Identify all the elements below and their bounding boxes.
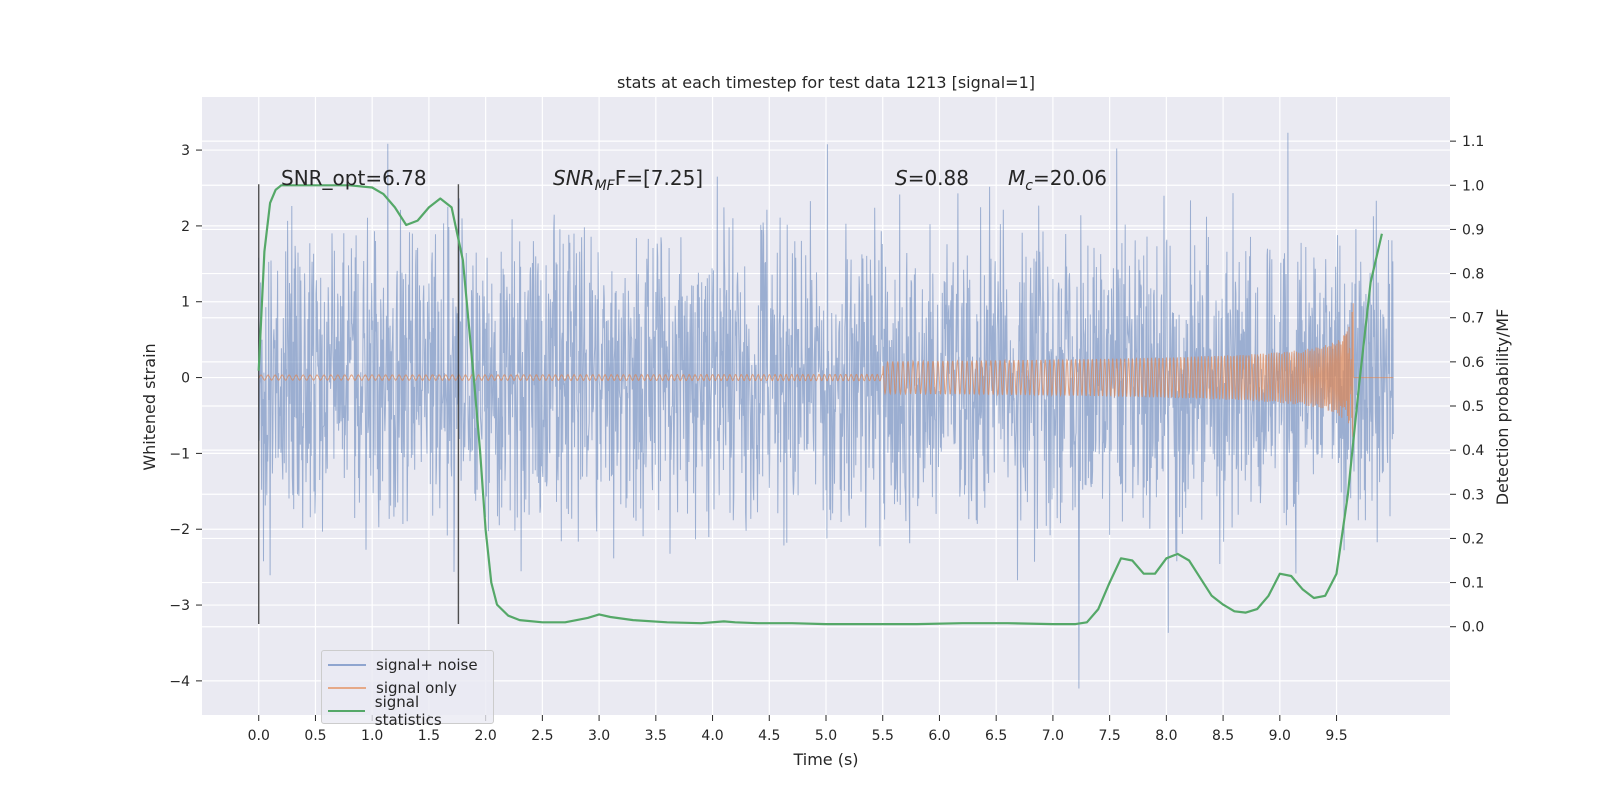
x-tick-label: 0.0 [248, 728, 270, 744]
x-tick-label: 8.0 [1155, 728, 1177, 744]
x-tick-label: 3.0 [588, 728, 610, 744]
x-tick-label: 7.5 [1099, 728, 1121, 744]
annotation-mc-stat: Mc=20.06 [1008, 166, 1107, 194]
y-right-tick-label: 0.9 [1462, 222, 1484, 238]
y-left-tick-label: −3 [169, 598, 190, 614]
y-left-tick-label: 0 [181, 371, 190, 387]
y-right-axis-title: Detection probability/MF [1493, 309, 1512, 506]
annotation-snr-opt: SNR_opt=6.78 [281, 166, 427, 190]
legend-swatch-signal-only [328, 686, 366, 689]
legend-item-signal-statistics: signal statistics [328, 693, 487, 729]
signal-only-line [258, 303, 1394, 437]
y-left-tick-label: −2 [169, 522, 190, 538]
annotation-mc-base: M [1008, 166, 1025, 190]
x-tick-label: 2.0 [475, 728, 497, 744]
annotation-mc-sub: c [1025, 178, 1033, 194]
signal-only-series [258, 303, 1394, 437]
x-tick-label: 6.0 [928, 728, 950, 744]
annotation-snr-mf-sub: MF [595, 178, 616, 194]
x-axis-ticks: 0.0 0.5 1.0 1.5 2.0 2.5 3.0 3.5 4.0 4.5 5.0 5.5 6.0 6… [248, 715, 1348, 744]
y-right-axis-ticks: 1.1 1.0 0.9 0.8 0.7 0.6 0.5 0.4 0.3 0.2 0.1 0.0 [1450, 134, 1484, 636]
annotation-snr-mf: SNRMFF=[7.25] [553, 166, 703, 194]
legend-swatch-signal-statistics [328, 709, 365, 712]
legend-label-signal-statistics: signal statistics [374, 692, 442, 729]
y-left-tick-label: 1 [181, 295, 190, 311]
legend-label-signal-only: signal only [376, 678, 457, 697]
x-tick-label: 1.5 [418, 728, 440, 744]
y-left-tick-label: −1 [169, 446, 190, 462]
legend-item-signal-noise: signal+ noise [328, 653, 487, 676]
legend: signal+ noise signal only signal statist… [321, 650, 494, 729]
x-tick-label: 8.5 [1212, 728, 1234, 744]
x-tick-label: 2.5 [531, 728, 553, 744]
x-tick-label: 5.5 [872, 728, 894, 744]
annotation-s-base: S [895, 166, 908, 190]
x-axis-title: Time (s) [792, 750, 858, 769]
x-tick-label: 4.0 [701, 728, 723, 744]
signal-statistics-series [257, 184, 1383, 626]
x-tick-label: 9.0 [1269, 728, 1291, 744]
legend-item-signal-only: signal only [328, 676, 487, 699]
y-right-tick-label: 0.1 [1462, 576, 1484, 592]
y-right-tick-label: 0.3 [1462, 487, 1484, 503]
y-right-tick-label: 0.7 [1462, 311, 1484, 327]
y-left-tick-label: 2 [181, 219, 190, 235]
legend-swatch-signal-noise [328, 663, 366, 666]
annotation-snr-mf-value: F=[7.25] [615, 166, 703, 190]
x-tick-label: 9.5 [1325, 728, 1347, 744]
annotation-s-value: =0.88 [908, 166, 969, 190]
y-right-tick-label: 0.2 [1462, 531, 1484, 547]
y-right-tick-label: 0.5 [1462, 399, 1484, 415]
y-right-tick-label: 0.0 [1462, 620, 1484, 636]
legend-label-signal-noise: signal+ noise [376, 655, 478, 674]
x-tick-label: 3.5 [645, 728, 667, 744]
annotation-s-stat: S=0.88 [895, 166, 969, 190]
y-left-tick-label: −4 [169, 674, 190, 690]
annotation-snr-mf-base: SNR [553, 166, 595, 190]
x-tick-label: 5.0 [815, 728, 837, 744]
y-left-axis-ticks: 3 2 1 0 −1 −2 −3 −4 [169, 143, 202, 690]
x-tick-label: 4.5 [758, 728, 780, 744]
chart-title: stats at each timestep for test data 121… [617, 73, 1035, 92]
vertical-markers [258, 184, 460, 625]
x-tick-label: 1.0 [361, 728, 383, 744]
y-right-tick-label: 1.1 [1462, 134, 1484, 150]
y-right-tick-label: 0.8 [1462, 267, 1484, 283]
y-right-tick-label: 0.4 [1462, 443, 1484, 459]
x-tick-label: 6.5 [985, 728, 1007, 744]
y-left-tick-label: 3 [181, 143, 190, 159]
y-left-axis-title: Whitened strain [140, 343, 159, 470]
annotation-mc-value: =20.06 [1033, 166, 1107, 190]
y-right-tick-label: 0.6 [1462, 355, 1484, 371]
y-right-tick-label: 1.0 [1462, 178, 1484, 194]
signal-statistics-line [257, 184, 1383, 626]
x-tick-label: 7.0 [1042, 728, 1064, 744]
x-tick-label: 0.5 [304, 728, 326, 744]
